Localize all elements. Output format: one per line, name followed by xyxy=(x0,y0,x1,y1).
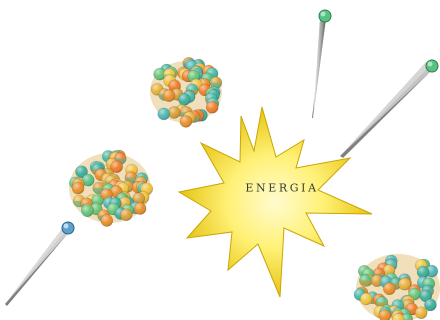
particle-highlight xyxy=(398,278,411,291)
energy-label: ENERGIA xyxy=(245,181,319,195)
particle-highlight xyxy=(157,107,170,120)
energy-star-shape xyxy=(177,106,373,298)
particle-highlight xyxy=(378,309,391,320)
particle-highlight xyxy=(75,165,88,178)
neutron-particle-right xyxy=(425,59,439,73)
neutron-streak-right xyxy=(340,62,433,158)
particle-highlight xyxy=(360,292,373,305)
particle-highlight xyxy=(163,89,176,102)
particle-highlight xyxy=(425,265,438,278)
particle-highlight xyxy=(82,174,95,187)
neutron-streak-top xyxy=(312,18,326,118)
particle-highlight xyxy=(132,192,145,205)
particle-highlight xyxy=(168,106,181,119)
particle-highlight xyxy=(371,274,384,287)
neutron-particle-right-highlight xyxy=(427,61,433,67)
nucleus-left xyxy=(69,149,154,227)
neutron-particle-left-highlight xyxy=(63,223,69,229)
particle-highlight xyxy=(178,93,191,106)
particle-highlight xyxy=(417,266,430,279)
nucleus-bottom-right xyxy=(353,254,440,320)
neutron-streak-left xyxy=(5,226,70,306)
particle-highlight xyxy=(81,204,94,217)
particle-highlight xyxy=(120,208,133,221)
neutron-particle-top-highlight xyxy=(320,11,326,17)
particle-highlight xyxy=(179,115,192,128)
particle-highlight xyxy=(206,101,219,114)
particle-highlight xyxy=(153,68,166,81)
nucleus-top xyxy=(150,56,223,128)
neutron-particle-top xyxy=(318,9,332,23)
particle-highlight xyxy=(72,182,85,195)
particle-highlight xyxy=(419,289,432,302)
neutron-particle-left xyxy=(61,221,75,235)
particle-highlight xyxy=(134,202,147,215)
particle-highlight xyxy=(100,214,113,227)
particle-highlight xyxy=(110,160,123,173)
particle-split-accent xyxy=(359,280,372,287)
particle-highlight xyxy=(415,306,428,319)
particle-highlight xyxy=(392,313,405,320)
particle-highlight xyxy=(424,298,437,311)
particle-highlight xyxy=(383,282,396,295)
